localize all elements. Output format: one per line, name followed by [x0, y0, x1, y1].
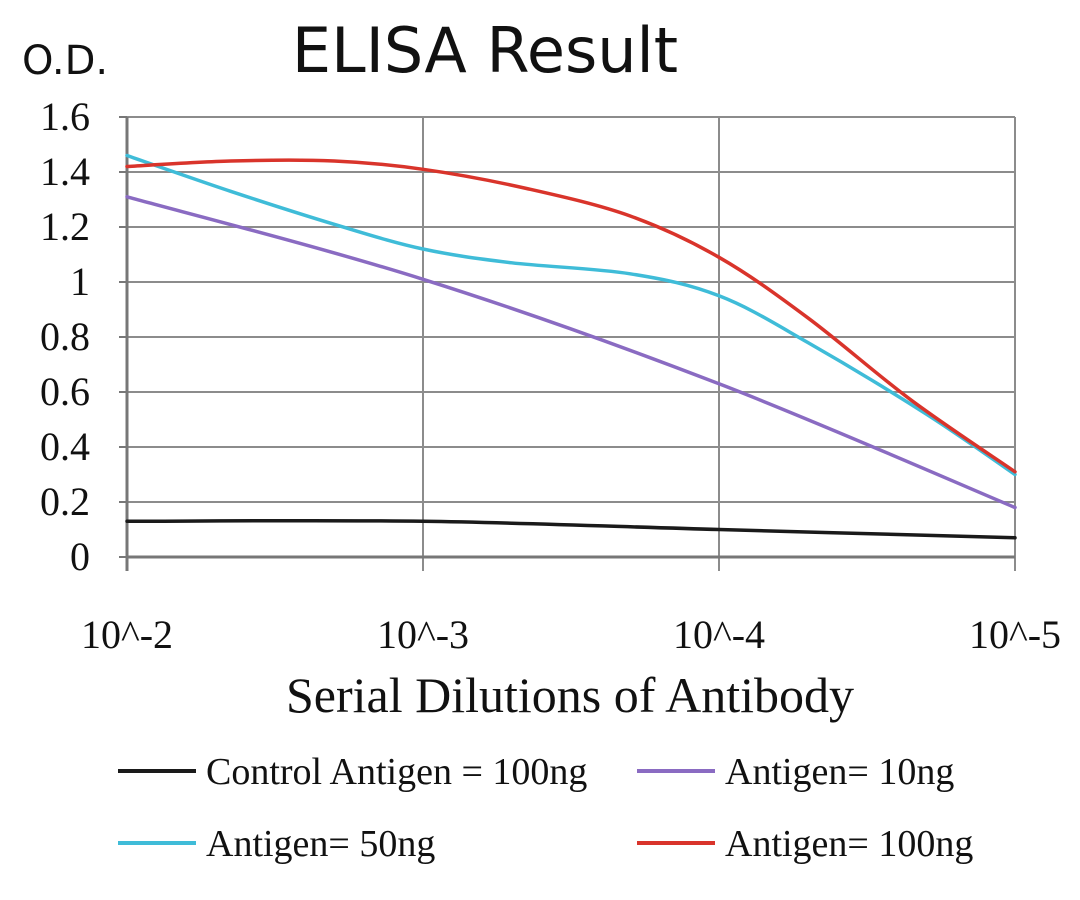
x-tick-label: 10^-3 — [377, 612, 469, 657]
y-tick-label: 1.4 — [40, 149, 90, 194]
series-line-antigen-10ng — [125, 195, 1017, 510]
y-tick-label: 0 — [70, 534, 90, 579]
x-tick-label: 10^-4 — [673, 612, 765, 657]
legend-label: Antigen= 100ng — [725, 823, 973, 865]
y-tick-label: 0.2 — [40, 479, 90, 524]
legend-label: Control Antigen = 100ng — [206, 751, 587, 793]
axes — [119, 116, 1015, 571]
legend-label: Antigen= 50ng — [206, 823, 435, 865]
y-tick-label: 0.4 — [40, 424, 90, 469]
x-axis-label: Serial Dilutions of Antibody — [286, 667, 854, 723]
y-tick-label: 0.6 — [40, 369, 90, 414]
x-tick-label: 10^-2 — [81, 612, 173, 657]
y-tick-labels: 0 0.2 0.4 0.6 0.8 1 1.2 1.4 1.6 — [40, 94, 90, 579]
y-tick-label: 1.6 — [40, 94, 90, 139]
x-tick-label: 10^-5 — [969, 612, 1061, 657]
y-tick-label: 1.2 — [40, 204, 90, 249]
x-tick-labels: 10^-2 10^-3 10^-4 10^-5 — [81, 612, 1061, 657]
y-axis-label: O.D. — [22, 38, 108, 84]
grid — [126, 116, 1016, 571]
y-tick-label: 1 — [70, 259, 90, 304]
series-line-antigen-100ng — [125, 158, 1017, 474]
series-line-antigen-50ng — [125, 153, 1017, 477]
chart-title: ELISA Result — [292, 14, 678, 87]
legend: Control Antigen = 100ng Antigen= 10ng Anti… — [118, 751, 973, 865]
series-lines — [125, 153, 1017, 540]
legend-label: Antigen= 10ng — [725, 751, 954, 793]
series-line-control-100ng — [125, 518, 1017, 540]
y-tick-label: 0.8 — [40, 314, 90, 359]
